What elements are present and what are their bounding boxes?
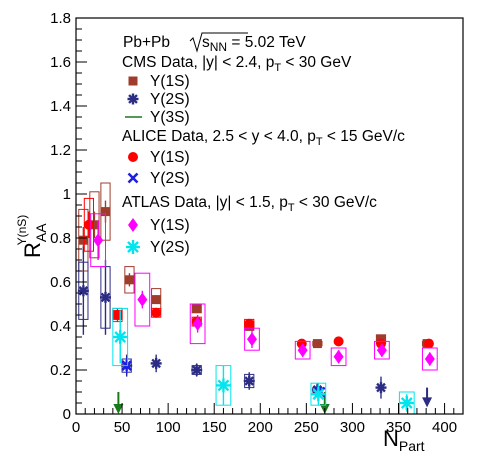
x-tick-label: 250 bbox=[294, 419, 319, 436]
legend-item-cms-3s: Υ(3S) bbox=[125, 109, 190, 126]
legend: CMS Data, |y| < 2.4, pT < 30 GeV Υ(1S) Υ… bbox=[122, 54, 405, 256]
sys-box bbox=[244, 327, 260, 351]
data-point bbox=[191, 364, 203, 376]
data-point bbox=[333, 336, 344, 347]
svg-text:Υ(2S): Υ(2S) bbox=[150, 170, 190, 187]
data-point bbox=[424, 352, 435, 366]
y-tick-label: 1.6 bbox=[50, 54, 71, 71]
x-tick-label: 100 bbox=[156, 419, 181, 436]
data-point bbox=[243, 375, 255, 387]
series-atlas-1s- bbox=[90, 213, 438, 371]
sys-box bbox=[294, 340, 311, 360]
svg-text:Υ(1S): Υ(1S) bbox=[150, 73, 190, 90]
y-axis-title: RAAΥ(nS) bbox=[15, 215, 49, 258]
upper-limit-arrow bbox=[113, 404, 124, 414]
legend-cms-header: CMS Data, |y| < 2.4, pT < 30 GeV bbox=[122, 54, 352, 74]
series-atlas-2s- bbox=[112, 307, 415, 415]
data-point bbox=[312, 339, 322, 349]
collision-label: Pb+Pb sNN = 5.02 TeV bbox=[123, 32, 306, 54]
series-alice-1s- bbox=[83, 197, 434, 349]
x-tick-label: 200 bbox=[248, 419, 273, 436]
sys-box bbox=[374, 340, 390, 360]
data-point bbox=[375, 382, 387, 394]
legend-marker bbox=[128, 218, 138, 232]
sys-box bbox=[124, 266, 135, 294]
legend-item-atlas-1s: Υ(1S) bbox=[128, 217, 190, 234]
x-tick-label: 150 bbox=[202, 419, 227, 436]
y-tick-label: 1 bbox=[63, 186, 71, 203]
x-tick-label: 300 bbox=[340, 419, 365, 436]
y-tick-label: 0.6 bbox=[50, 274, 71, 291]
svg-text:sNN = 5.02 TeV: sNN = 5.02 TeV bbox=[202, 34, 306, 54]
data-point bbox=[83, 219, 94, 230]
y-tick-label: 0 bbox=[63, 406, 71, 423]
sys-box bbox=[112, 307, 129, 367]
svg-text:Υ(1S): Υ(1S) bbox=[150, 217, 190, 234]
sys-box bbox=[134, 272, 151, 327]
sys-box bbox=[421, 347, 438, 371]
data-point bbox=[112, 310, 123, 320]
data-point bbox=[113, 330, 128, 344]
data-point bbox=[89, 220, 99, 230]
data-point bbox=[246, 332, 257, 347]
sys-box bbox=[90, 213, 106, 268]
x-tick-label: 0 bbox=[72, 419, 80, 436]
data-point bbox=[77, 285, 89, 297]
upper-limit-arrow bbox=[422, 397, 433, 408]
x-tick-label: 350 bbox=[386, 419, 411, 436]
svg-text:Υ(3S): Υ(3S) bbox=[150, 109, 190, 126]
svg-text:Pb+Pb: Pb+Pb bbox=[123, 34, 170, 51]
sys-box bbox=[330, 347, 347, 367]
y-tick-label: 1.4 bbox=[50, 98, 71, 115]
legend-item-alice-2s: Υ(2S) bbox=[127, 170, 190, 187]
legend-item-cms-2s: Υ(2S) bbox=[127, 91, 190, 108]
data-point bbox=[151, 307, 162, 318]
svg-text:Υ(2S): Υ(2S) bbox=[150, 239, 190, 256]
data-point bbox=[192, 316, 203, 331]
data-point bbox=[192, 303, 202, 313]
data-point bbox=[423, 338, 434, 349]
data-point bbox=[311, 387, 326, 402]
legend-item-atlas-2s: Υ(2S) bbox=[126, 239, 190, 256]
data-point bbox=[399, 396, 414, 410]
legend-marker bbox=[128, 76, 138, 86]
legend-alice-header: ALICE Data, 2.5 < y < 4.0, pT < 15 GeV/c bbox=[122, 128, 405, 148]
data-marks bbox=[77, 182, 438, 415]
axis-ticks: 0 50 100 150 200 250 300 350 400 0 0.2 0.4 0.6 0.8 1 1.… bbox=[50, 10, 464, 436]
data-point bbox=[333, 349, 344, 364]
svg-text:Υ(1S): Υ(1S) bbox=[150, 149, 190, 166]
legend-item-alice-1s: Υ(1S) bbox=[128, 149, 190, 166]
legend-item-cms-1s: Υ(1S) bbox=[128, 73, 190, 90]
data-point bbox=[100, 207, 110, 217]
y-tick-label: 0.2 bbox=[50, 362, 71, 379]
legend-marker bbox=[127, 93, 139, 105]
y-tick-label: 0.4 bbox=[50, 318, 71, 335]
legend-marker bbox=[128, 152, 138, 162]
svg-text:Υ(2S): Υ(2S) bbox=[150, 91, 190, 108]
data-point bbox=[376, 343, 387, 358]
data-point bbox=[124, 275, 134, 285]
y-tick-label: 1.2 bbox=[50, 142, 71, 159]
legend-marker bbox=[127, 172, 139, 184]
x-tick-label: 50 bbox=[114, 419, 131, 436]
data-point bbox=[216, 378, 231, 393]
data-point bbox=[151, 295, 161, 305]
data-point bbox=[93, 233, 104, 248]
x-axis-title: NPart bbox=[383, 426, 425, 454]
legend-marker bbox=[126, 240, 140, 254]
data-point bbox=[150, 357, 162, 369]
sys-box bbox=[189, 303, 206, 345]
data-point bbox=[99, 291, 111, 303]
legend-atlas-header: ATLAS Data, |y| < 1.5, pT < 30 GeV/c bbox=[122, 194, 377, 214]
x-tick-label: 400 bbox=[432, 419, 457, 436]
data-point bbox=[297, 343, 308, 358]
y-tick-label: 0.8 bbox=[50, 230, 71, 247]
y-tick-label: 1.8 bbox=[50, 10, 71, 27]
data-point bbox=[137, 292, 148, 307]
data-point bbox=[78, 235, 88, 245]
data-point bbox=[244, 318, 255, 329]
